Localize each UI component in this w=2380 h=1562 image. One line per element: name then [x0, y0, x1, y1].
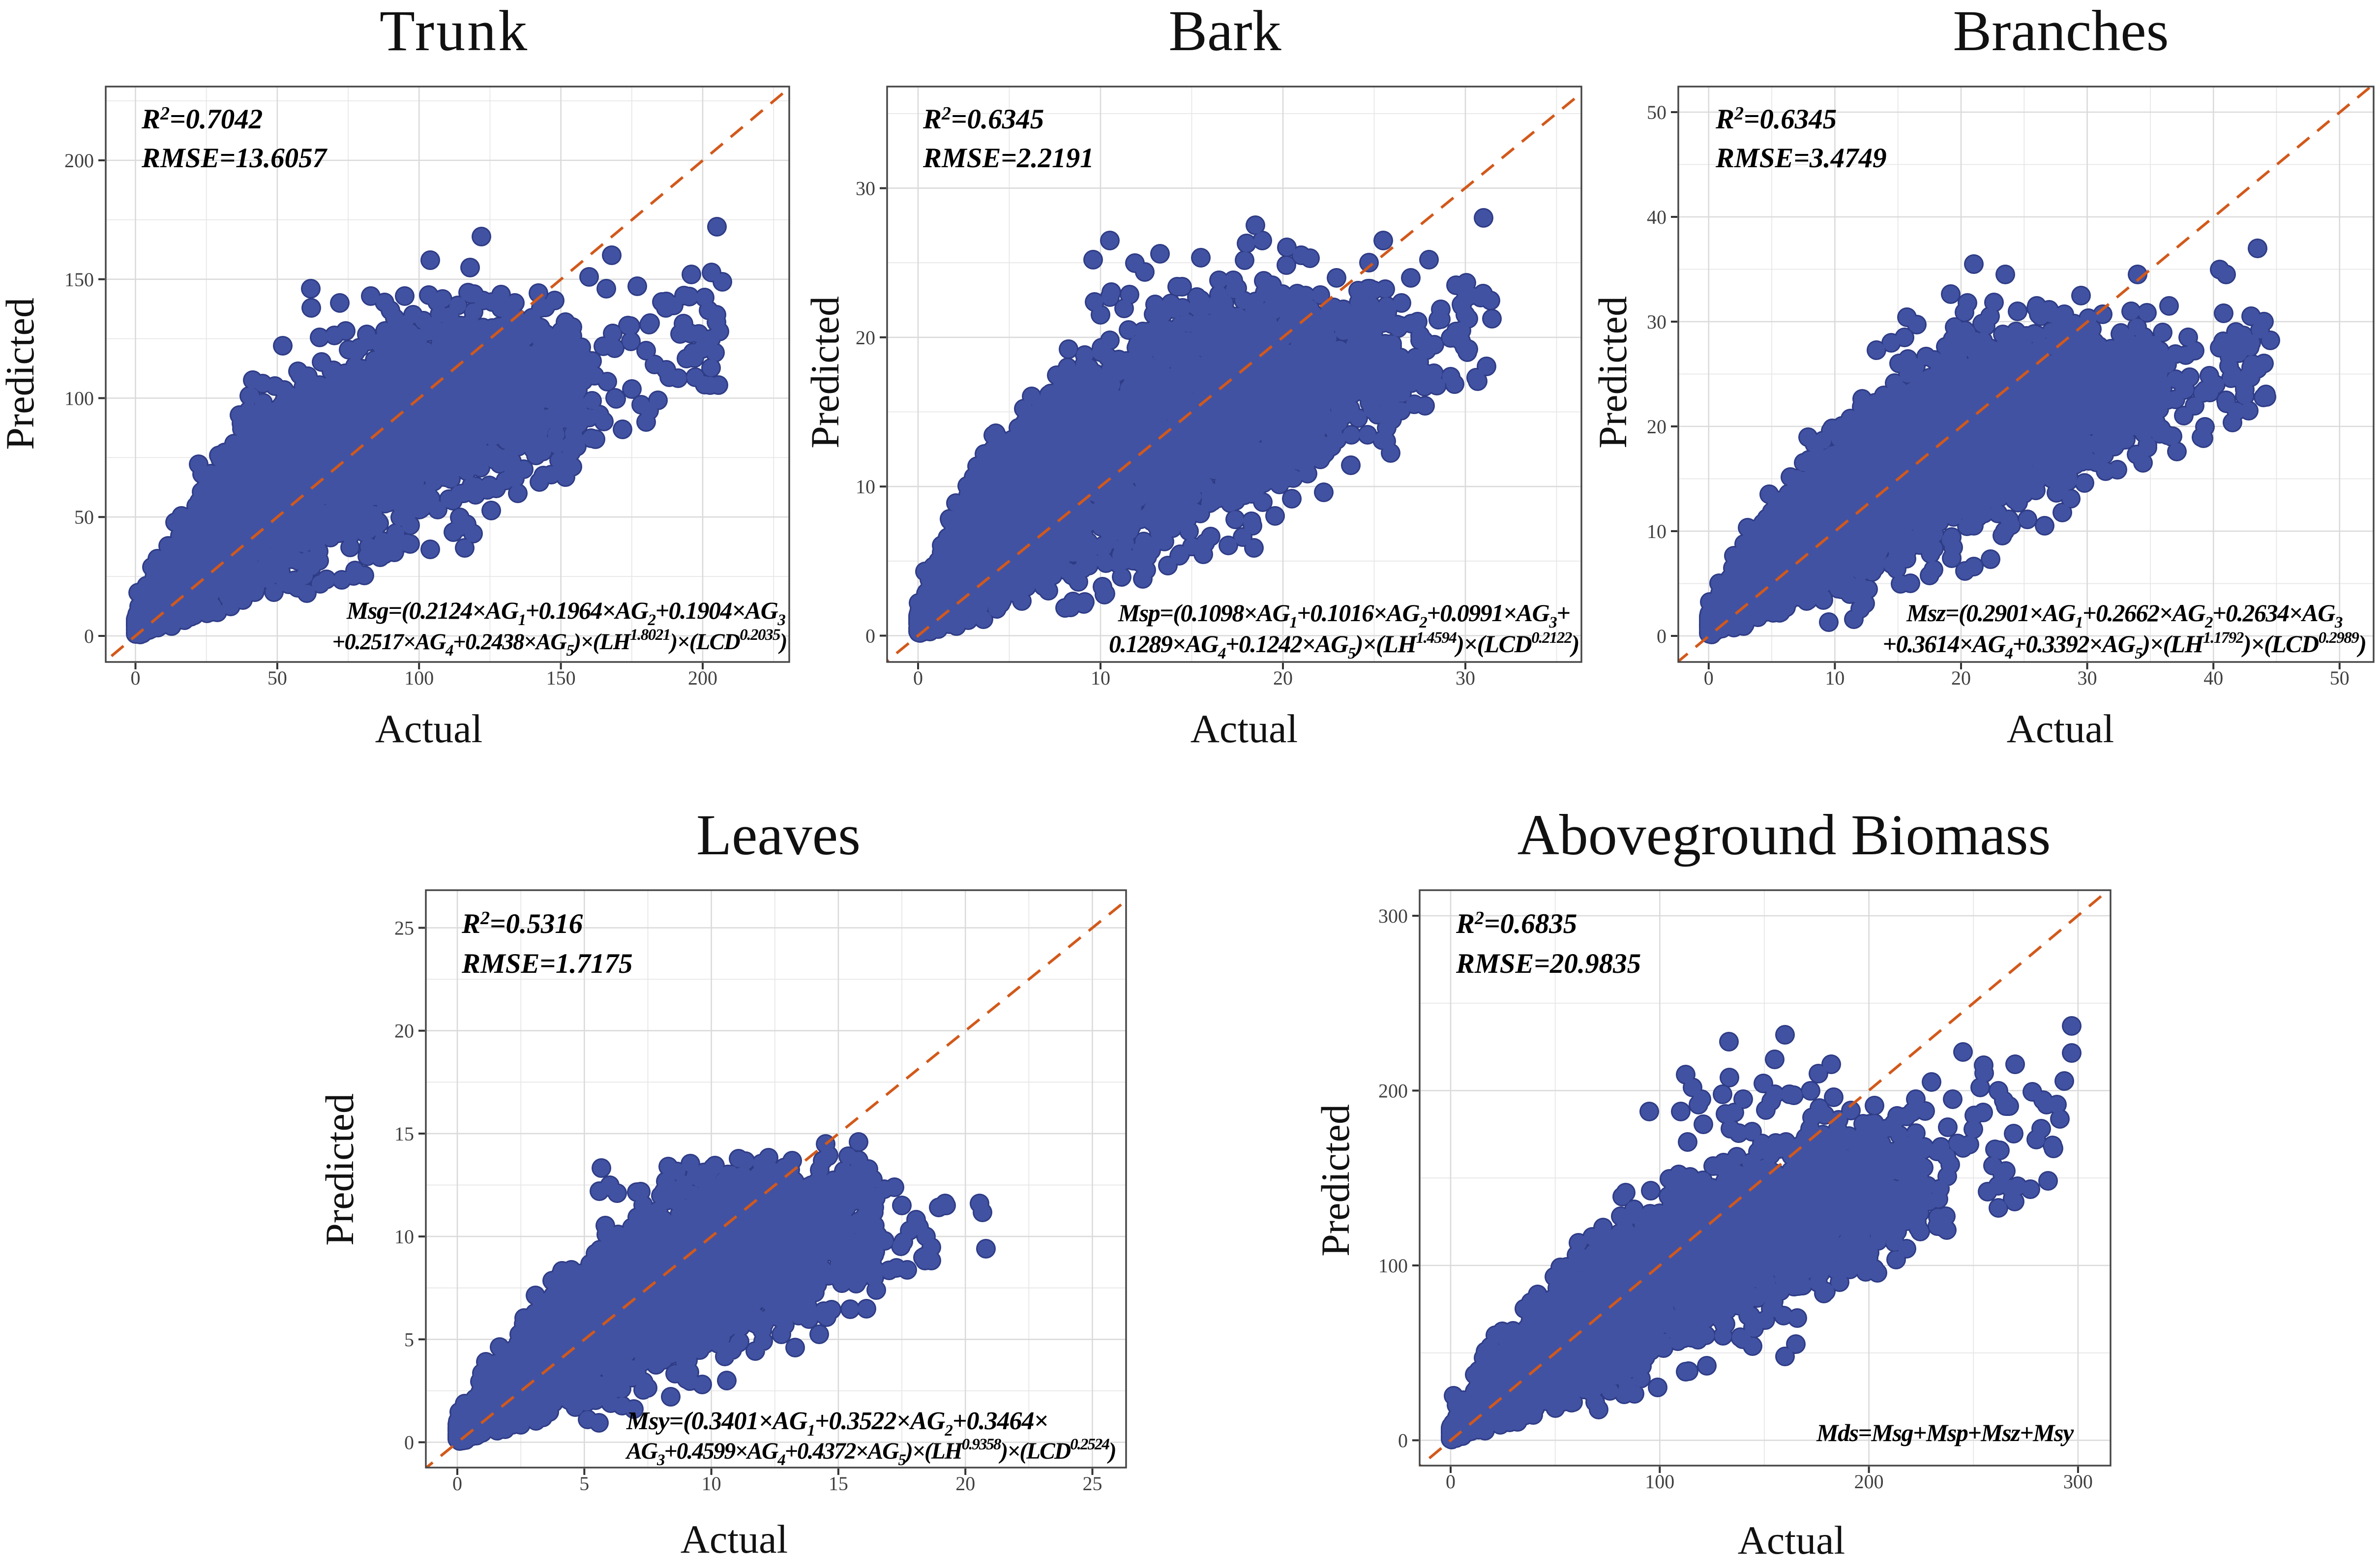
svg-text:25: 25 — [394, 917, 414, 939]
svg-text:50: 50 — [74, 506, 94, 528]
svg-text:Msy=(0.3401×AG1​+0.3522×AG2​+0: Msy=(0.3401×AG1​+0.3522×AG2​+0.3464× — [626, 1407, 1048, 1440]
svg-text:15: 15 — [394, 1123, 414, 1145]
svg-text:0: 0 — [1446, 1471, 1456, 1493]
svg-text:Actual: Actual — [375, 706, 483, 751]
svg-text:20: 20 — [955, 1472, 975, 1495]
svg-text:20: 20 — [856, 327, 875, 349]
svg-text:Bark: Bark — [1168, 0, 1281, 63]
svg-text:10: 10 — [1647, 520, 1666, 542]
svg-text:30: 30 — [1647, 311, 1666, 333]
svg-text:R2​=0.6345: R2​=0.6345 — [1715, 103, 1837, 135]
svg-text:Predicted: Predicted — [1590, 296, 1635, 449]
svg-text:0: 0 — [1704, 667, 1714, 689]
svg-text:200: 200 — [64, 150, 94, 172]
svg-text:0: 0 — [452, 1472, 462, 1495]
svg-text:10: 10 — [1091, 667, 1110, 689]
svg-text:20: 20 — [1951, 667, 1971, 689]
svg-text:+0.3614×AG4​+0.3392×AG5​)×(LH1: +0.3614×AG4​+0.3392×AG5​)×(LH1.1792​)×(L… — [1882, 629, 2366, 662]
svg-text:Predicted: Predicted — [0, 298, 42, 450]
svg-text:RMSE=20.9835: RMSE=20.9835 — [1456, 948, 1641, 979]
svg-text:Leaves: Leaves — [696, 803, 861, 867]
svg-text:100: 100 — [404, 667, 434, 689]
svg-text:Actual: Actual — [1190, 706, 1298, 751]
svg-text:Aboveground Biomass: Aboveground Biomass — [1517, 803, 2051, 867]
svg-text:25: 25 — [1083, 1472, 1102, 1495]
svg-text:50: 50 — [1647, 101, 1666, 123]
svg-text:50: 50 — [2330, 667, 2350, 689]
svg-text:50: 50 — [268, 667, 287, 689]
svg-text:Actual: Actual — [2007, 706, 2114, 751]
svg-text:10: 10 — [394, 1226, 414, 1248]
svg-text:30: 30 — [856, 178, 875, 200]
svg-text:Predicted: Predicted — [803, 296, 847, 449]
svg-text:300: 300 — [1378, 905, 1408, 927]
svg-text:0: 0 — [131, 667, 141, 689]
svg-text:0: 0 — [865, 625, 875, 647]
svg-text:RMSE=2.2191: RMSE=2.2191 — [922, 143, 1094, 174]
svg-text:RMSE=3.4749: RMSE=3.4749 — [1715, 143, 1887, 174]
svg-text:R2​=0.6345: R2​=0.6345 — [922, 103, 1044, 135]
svg-text:R2​=0.5316: R2​=0.5316 — [461, 908, 583, 939]
svg-text:0.1289×AG4​+0.1242×AG5​)×(LH1.: 0.1289×AG4​+0.1242×AG5​)×(LH1.4594​)×(LC… — [1109, 629, 1579, 662]
svg-text:150: 150 — [546, 667, 576, 689]
svg-text:40: 40 — [2203, 667, 2223, 689]
svg-text:R2​=0.6835: R2​=0.6835 — [1456, 908, 1577, 939]
svg-text:5: 5 — [404, 1328, 414, 1351]
svg-text:200: 200 — [1378, 1080, 1408, 1102]
svg-text:300: 300 — [2063, 1471, 2093, 1493]
svg-text:+0.2517×AG4​+0.2438×AG5​)×(LH1: +0.2517×AG4​+0.2438×AG5​)×(LH1.8021​)×(L… — [332, 626, 787, 660]
svg-text:100: 100 — [64, 388, 94, 410]
svg-text:200: 200 — [1854, 1471, 1884, 1493]
svg-text:10: 10 — [856, 476, 875, 498]
svg-text:Msp=(0.1098×AG1​+0.1016×AG2​+0: Msp=(0.1098×AG1​+0.1016×AG2​+0.0991×AG3​… — [1118, 599, 1570, 631]
svg-text:Trunk: Trunk — [380, 0, 529, 63]
svg-text:40: 40 — [1647, 206, 1666, 228]
svg-text:0: 0 — [1398, 1430, 1408, 1452]
svg-text:Mds=Msg+Msp+Msz+Msy: Mds=Msg+Msp+Msz+Msy — [1816, 1419, 2074, 1446]
svg-text:10: 10 — [1825, 667, 1844, 689]
svg-text:Predicted: Predicted — [317, 1093, 362, 1246]
svg-text:100: 100 — [1645, 1471, 1674, 1493]
svg-text:20: 20 — [1647, 416, 1666, 438]
svg-text:100: 100 — [1378, 1255, 1408, 1277]
svg-text:Predicted: Predicted — [1313, 1104, 1358, 1257]
svg-text:10: 10 — [702, 1472, 721, 1495]
svg-text:Actual: Actual — [1738, 1518, 1845, 1562]
svg-text:30: 30 — [1456, 667, 1475, 689]
svg-text:30: 30 — [2078, 667, 2097, 689]
svg-text:Msg=(0.2124×AG1​+0.1964×AG2​+0: Msg=(0.2124×AG1​+0.1964×AG2​+0.1904×AG3​ — [346, 597, 785, 629]
svg-text:5: 5 — [579, 1472, 589, 1495]
svg-text:RMSE=13.6057: RMSE=13.6057 — [141, 143, 328, 174]
svg-text:0: 0 — [913, 667, 923, 689]
svg-text:200: 200 — [688, 667, 717, 689]
svg-text:0: 0 — [1657, 625, 1666, 647]
svg-text:Branches: Branches — [1953, 0, 2169, 63]
svg-text:15: 15 — [829, 1472, 848, 1495]
svg-text:R2​=0.7042: R2​=0.7042 — [141, 103, 263, 135]
svg-text:Msz=(0.2901×AG1​+0.2662×AG2​+0: Msz=(0.2901×AG1​+0.2662×AG2​+0.2634×AG3​ — [1906, 599, 2343, 631]
svg-text:20: 20 — [1273, 667, 1293, 689]
svg-text:150: 150 — [64, 269, 94, 291]
svg-text:Actual: Actual — [681, 1517, 788, 1562]
svg-text:0: 0 — [84, 625, 94, 647]
svg-text:RMSE=1.7175: RMSE=1.7175 — [461, 948, 633, 979]
svg-text:AG3​+0.4599×AG4​+0.4372×AG5​)×: AG3​+0.4599×AG4​+0.4372×AG5​)×(LH0.9358​… — [625, 1436, 1116, 1469]
svg-text:20: 20 — [394, 1020, 414, 1042]
svg-text:0: 0 — [404, 1432, 414, 1454]
